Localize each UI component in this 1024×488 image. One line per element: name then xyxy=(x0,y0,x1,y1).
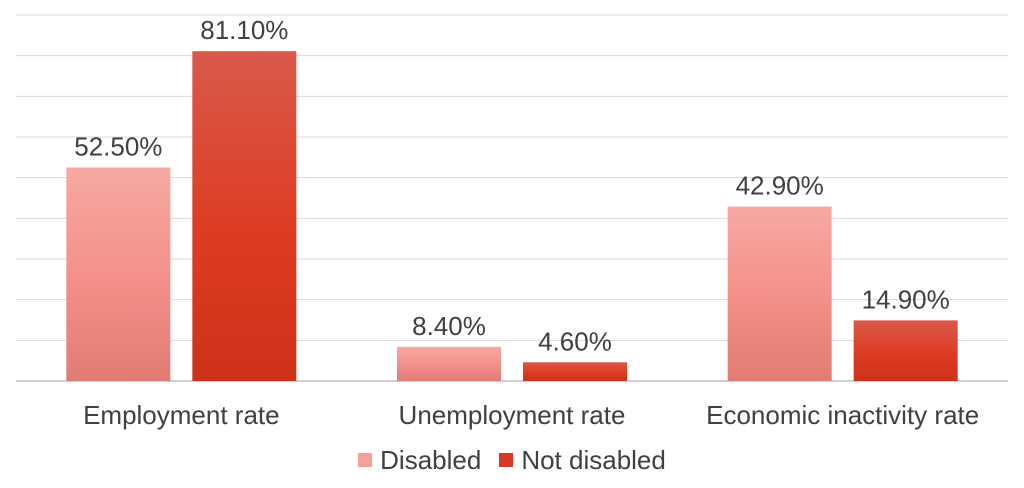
category-label-2: Economic inactivity rate xyxy=(706,400,979,430)
bar-not-disabled-2 xyxy=(853,320,958,381)
legend-item-disabled: Disabled xyxy=(358,445,481,476)
category-label-1: Unemployment rate xyxy=(399,400,626,430)
data-label-disabled-1: 8.40% xyxy=(412,311,486,341)
data-label-not-disabled-0: 81.10% xyxy=(200,15,288,45)
legend-item-not-disabled: Not disabled xyxy=(499,445,666,476)
data-label-disabled-0: 52.50% xyxy=(74,132,162,162)
data-labels-layer: 52.50% 81.10% 8.40% 4.60% 42.90% 14.90% xyxy=(74,15,950,356)
bar-disabled-2 xyxy=(727,206,832,381)
legend-label-disabled: Disabled xyxy=(380,444,482,475)
bar-not-disabled-0 xyxy=(192,51,297,382)
category-labels-layer: Employment rate Unemployment rate Economic… xyxy=(83,400,979,430)
data-label-not-disabled-2: 14.90% xyxy=(862,284,950,314)
bars-layer xyxy=(66,51,958,382)
legend-swatch-disabled xyxy=(358,453,373,467)
legend-swatch-not-disabled xyxy=(499,453,514,467)
data-label-disabled-2: 42.90% xyxy=(736,171,824,201)
data-label-not-disabled-1: 4.60% xyxy=(538,326,612,356)
category-label-0: Employment rate xyxy=(83,400,280,430)
legend-label-not-disabled: Not disabled xyxy=(521,444,666,475)
legend: Disabled Not disabled xyxy=(0,440,1024,480)
bar-chart: 52.50% 81.10% 8.40% 4.60% 42.90% 14.90% Emplo… xyxy=(16,14,1008,430)
bar-disabled-0 xyxy=(66,167,171,381)
bar-not-disabled-1 xyxy=(523,362,627,381)
bar-disabled-1 xyxy=(397,346,501,381)
gridlines xyxy=(16,14,1008,382)
